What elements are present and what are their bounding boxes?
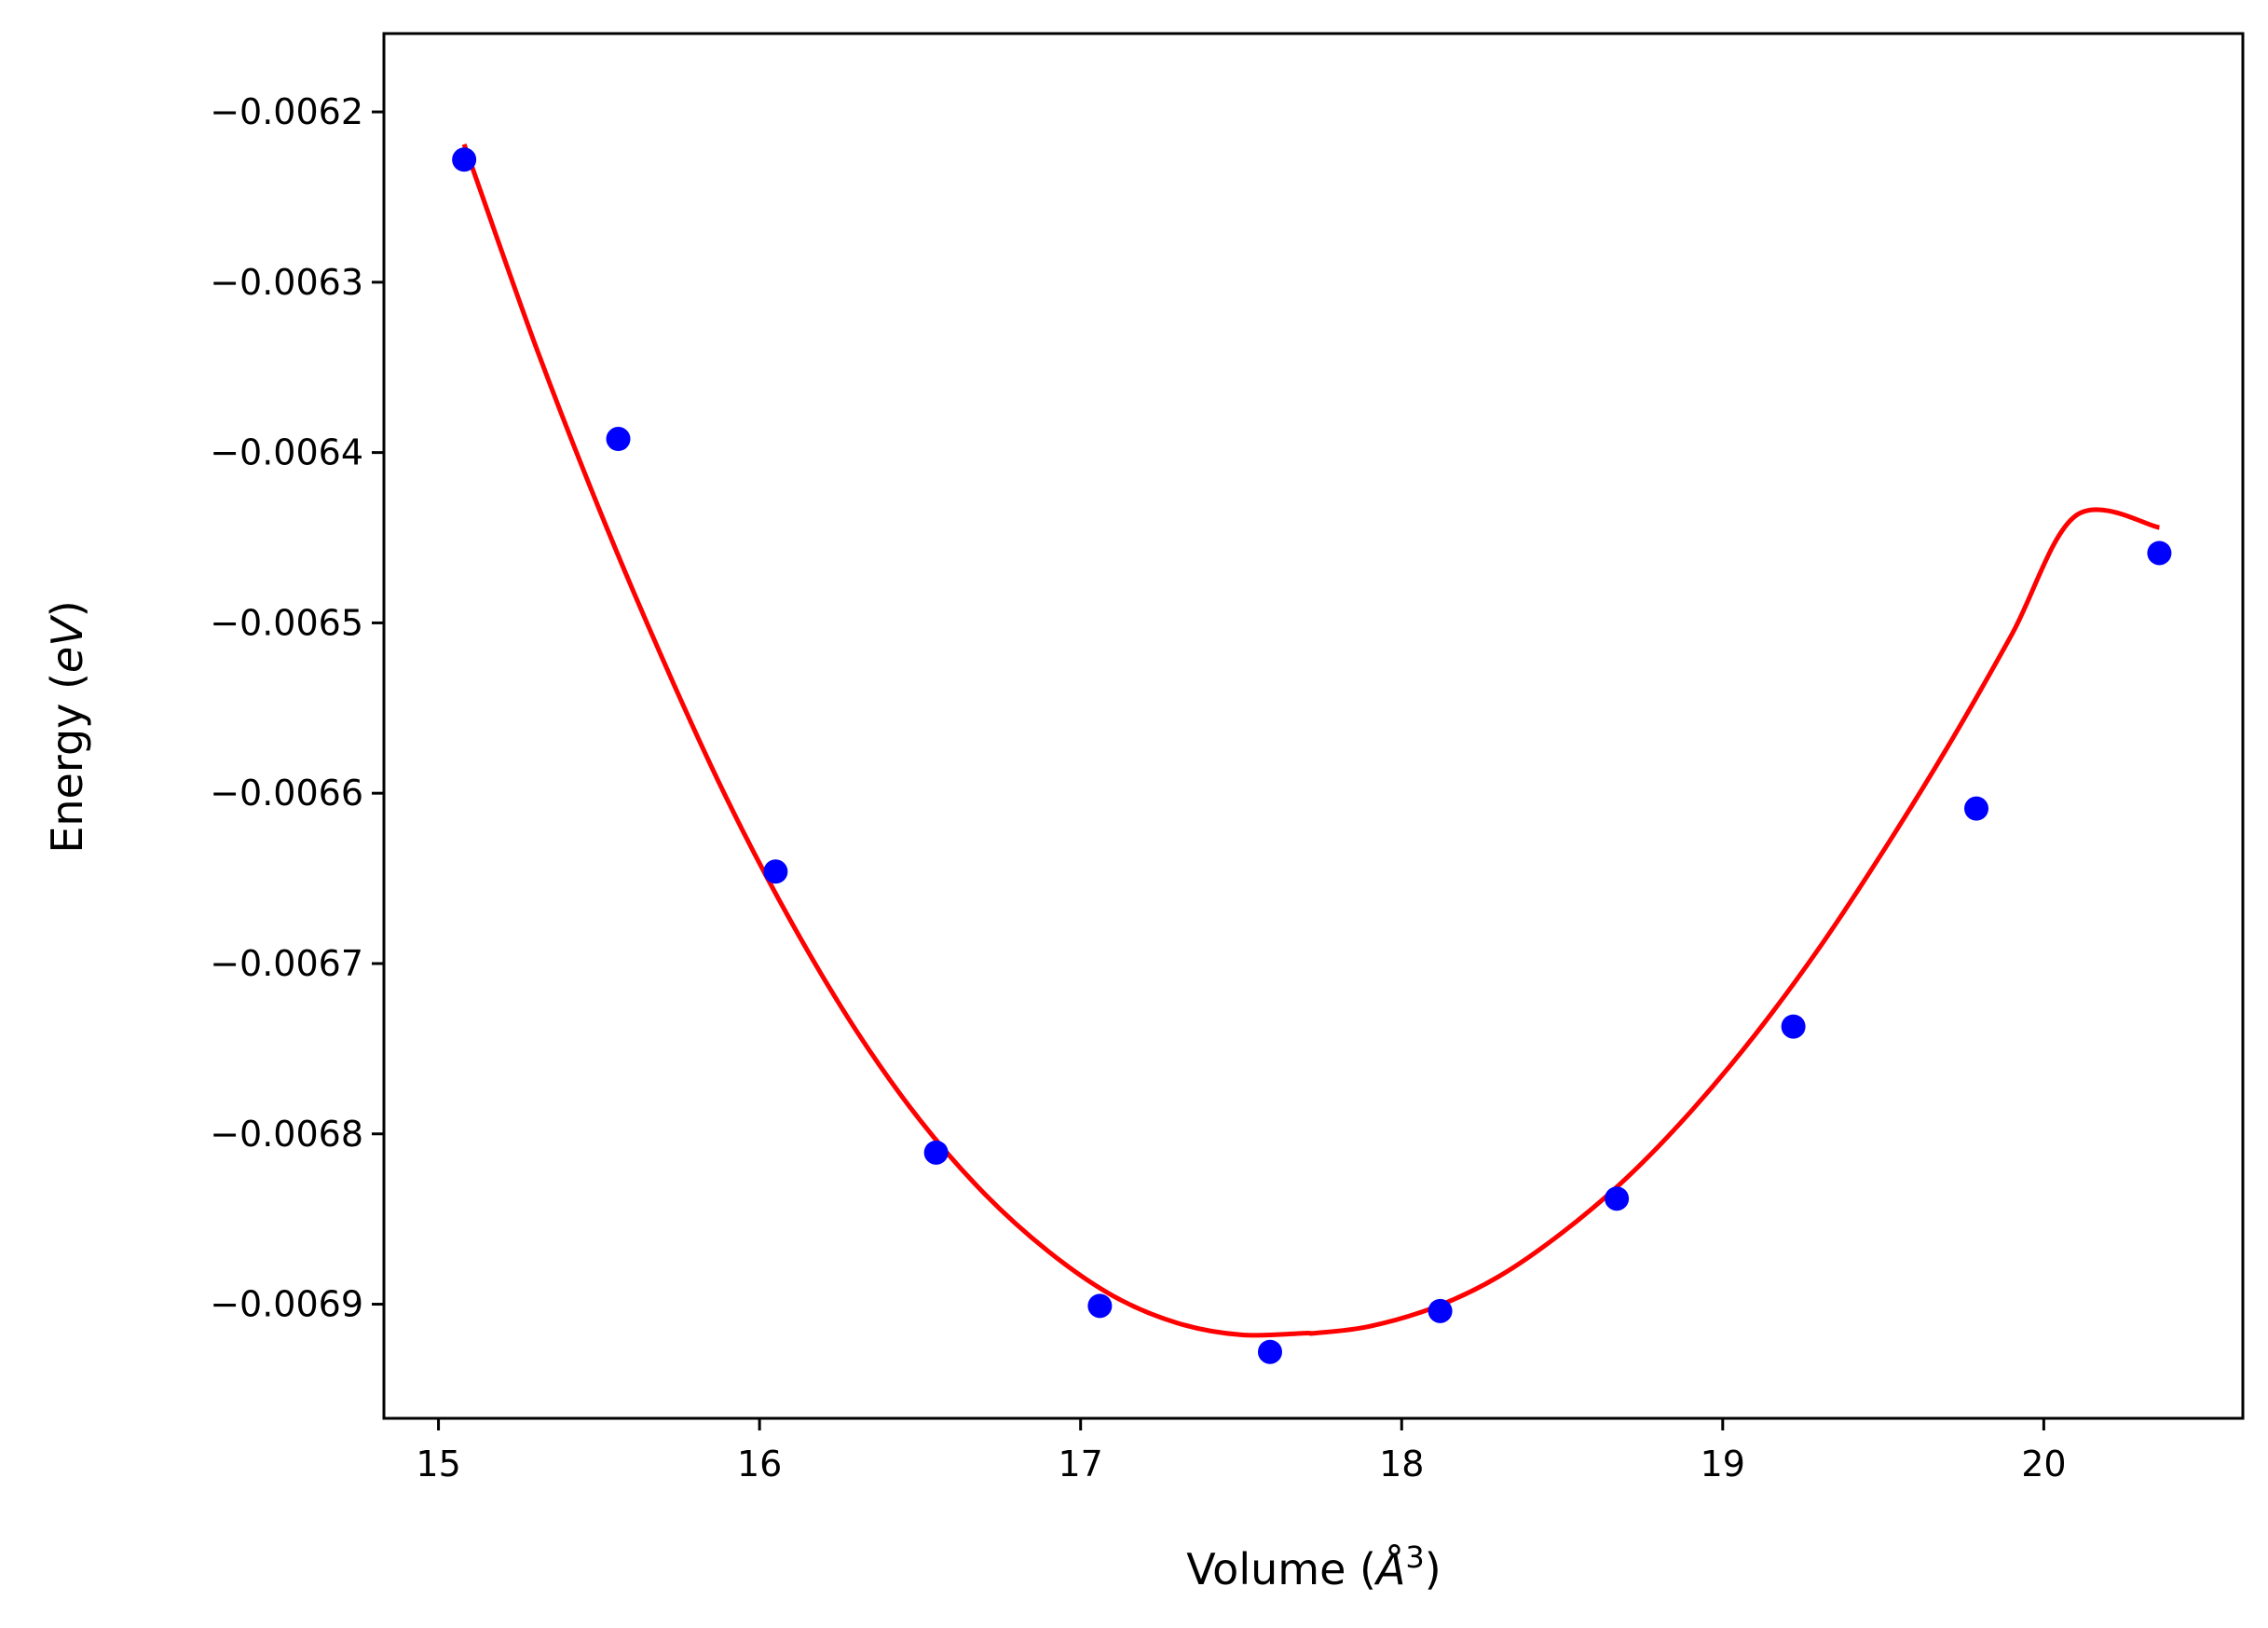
data-point — [763, 859, 788, 884]
y-tick-label: −0.0063 — [210, 262, 363, 303]
y-axis-ticks: −0.0062 −0.0063 −0.0064 −0.0065 −0.0066 −0.00… — [210, 91, 384, 1325]
y-tick-label: −0.0062 — [210, 91, 363, 132]
y-tick-label: −0.0067 — [210, 943, 363, 984]
x-tick-label: 18 — [1379, 1443, 1424, 1484]
y-tick-label: −0.0064 — [210, 432, 363, 473]
data-point — [1428, 1298, 1453, 1323]
y-axis-label-symbol: eV — [42, 614, 92, 673]
data-point — [452, 147, 477, 172]
x-axis-label-symbol: Å — [1373, 1544, 1405, 1594]
data-point — [1605, 1186, 1630, 1211]
x-axis-ticks: 15 16 17 18 19 20 — [416, 1418, 2067, 1484]
y-tick-label: −0.0068 — [210, 1114, 363, 1155]
data-point — [923, 1140, 949, 1165]
x-tick-label: 19 — [1701, 1443, 1745, 1484]
y-axis-label: Energy (eV) — [42, 600, 92, 853]
data-point — [2147, 540, 2172, 566]
data-point — [1781, 1014, 1806, 1039]
x-tick-label: 20 — [2021, 1443, 2066, 1484]
y-tick-label: −0.0065 — [210, 602, 363, 643]
data-point — [1257, 1339, 1282, 1364]
plot-area-frame — [382, 32, 2245, 1420]
y-axis-label-suffix: ) — [42, 600, 92, 617]
data-point — [1087, 1293, 1113, 1319]
fit-curve-layer — [461, 143, 2160, 1338]
fit-curve-line — [461, 143, 2160, 1338]
data-point — [1964, 796, 1989, 821]
x-axis-label: Volume (Å3) — [1186, 1539, 1441, 1594]
data-points-layer — [452, 147, 2172, 1364]
y-tick-label: −0.0069 — [210, 1284, 363, 1325]
x-axis-label-exponent: 3 — [1405, 1539, 1424, 1575]
data-point — [606, 427, 631, 452]
x-tick-label: 15 — [416, 1443, 460, 1484]
y-axis-label-prefix: Energy ( — [42, 673, 92, 854]
x-axis-label-prefix: Volume ( — [1186, 1544, 1376, 1594]
x-axis-label-suffix: ) — [1425, 1544, 1441, 1594]
x-tick-label: 16 — [737, 1443, 782, 1484]
y-tick-label: −0.0066 — [210, 773, 363, 814]
x-tick-label: 17 — [1059, 1443, 1103, 1484]
